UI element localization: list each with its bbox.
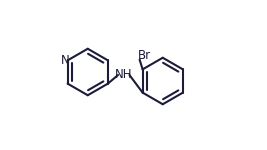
Text: Br: Br [138, 49, 151, 62]
Text: NH: NH [115, 69, 132, 81]
Text: N: N [61, 54, 70, 67]
